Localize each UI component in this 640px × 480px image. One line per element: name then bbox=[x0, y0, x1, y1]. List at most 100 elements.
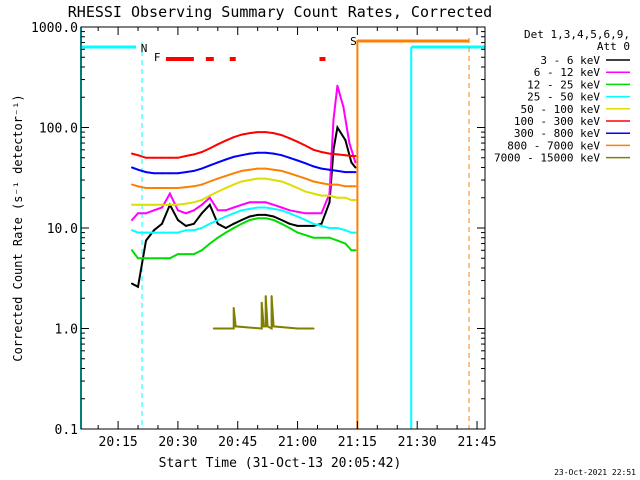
data-point bbox=[153, 231, 155, 234]
data-point bbox=[328, 168, 331, 171]
data-point bbox=[200, 167, 203, 170]
data-point bbox=[145, 231, 147, 234]
data-point bbox=[192, 169, 195, 172]
data-point bbox=[280, 219, 283, 221]
data-point bbox=[192, 201, 195, 204]
data-point bbox=[131, 166, 133, 169]
x-tick-label: 21:30 bbox=[398, 435, 437, 450]
data-point bbox=[208, 196, 211, 199]
data-point bbox=[288, 227, 291, 229]
data-point bbox=[336, 153, 339, 156]
data-point bbox=[161, 203, 163, 206]
data-point bbox=[312, 148, 315, 151]
data-point bbox=[232, 183, 235, 186]
data-point bbox=[224, 139, 227, 142]
data-point bbox=[256, 177, 259, 180]
data-point bbox=[280, 209, 283, 212]
series-line bbox=[213, 296, 314, 331]
data-point bbox=[168, 156, 171, 159]
data-point bbox=[161, 257, 163, 260]
attenuator-state-layer: NF S bbox=[80, 27, 485, 429]
series-line bbox=[131, 206, 356, 234]
data-point bbox=[280, 206, 283, 209]
data-point bbox=[248, 179, 251, 181]
data-point bbox=[344, 229, 347, 232]
data-point bbox=[336, 183, 339, 186]
legend-header: Att 0 bbox=[597, 40, 630, 53]
series-line bbox=[132, 177, 356, 206]
data-point bbox=[354, 166, 357, 169]
data-point bbox=[280, 154, 283, 157]
data-point bbox=[240, 169, 243, 172]
data-point bbox=[216, 209, 219, 212]
data-point bbox=[232, 327, 235, 330]
data-point bbox=[312, 224, 315, 227]
y-tick-label: 100.0 bbox=[39, 122, 78, 137]
data-point bbox=[296, 187, 299, 189]
data-point bbox=[270, 327, 273, 330]
data-point bbox=[145, 156, 147, 159]
data-point bbox=[354, 249, 357, 252]
data-point bbox=[350, 171, 353, 174]
data-point bbox=[296, 231, 299, 234]
data-point bbox=[176, 187, 179, 189]
legend-label: 6 - 12 keV bbox=[534, 66, 601, 79]
data-point bbox=[200, 183, 203, 186]
data-point bbox=[248, 201, 251, 204]
data-point bbox=[224, 174, 227, 177]
data-point bbox=[248, 168, 251, 171]
data-point bbox=[208, 180, 211, 183]
data-point bbox=[248, 152, 251, 155]
data-point bbox=[288, 209, 291, 212]
data-point bbox=[131, 282, 133, 285]
data-point bbox=[312, 165, 315, 168]
data-point bbox=[320, 236, 323, 239]
data-point bbox=[153, 257, 155, 260]
data-point bbox=[131, 183, 133, 186]
x-tick-label: 21:00 bbox=[278, 435, 317, 450]
data-point bbox=[328, 192, 331, 195]
data-point bbox=[184, 171, 187, 174]
data-point bbox=[320, 151, 323, 153]
data-point bbox=[288, 137, 291, 140]
data-point bbox=[145, 239, 147, 242]
y-axis-label: Corrected Count Rate (s⁻¹ detector⁻¹) bbox=[11, 94, 25, 361]
data-point bbox=[200, 203, 203, 206]
data-point bbox=[176, 219, 179, 221]
x-tick-label: 20:15 bbox=[99, 435, 138, 450]
state-label: S bbox=[350, 35, 357, 48]
y-tick-label: 0.1 bbox=[55, 423, 78, 438]
data-point bbox=[248, 215, 251, 218]
data-point bbox=[344, 154, 347, 157]
data-point bbox=[168, 257, 171, 260]
data-point bbox=[184, 224, 187, 227]
data-point bbox=[342, 106, 345, 108]
data-point bbox=[328, 227, 331, 229]
data-point bbox=[240, 180, 243, 183]
data-point bbox=[145, 257, 147, 260]
data-point bbox=[312, 180, 315, 183]
data-point bbox=[264, 213, 267, 216]
data-point bbox=[176, 253, 179, 256]
data-point bbox=[304, 144, 307, 147]
data-point bbox=[336, 196, 339, 199]
data-point bbox=[256, 206, 259, 209]
data-point bbox=[336, 239, 339, 242]
y-tick-label: 1.0 bbox=[55, 323, 78, 338]
data-point bbox=[296, 159, 299, 162]
data-point bbox=[232, 136, 235, 139]
data-point bbox=[168, 203, 171, 206]
data-point bbox=[280, 180, 283, 183]
data-point bbox=[176, 231, 179, 234]
legend-label: 7000 - 15000 keV bbox=[494, 152, 600, 165]
data-point bbox=[312, 236, 315, 239]
data-point bbox=[240, 133, 243, 136]
data-point bbox=[200, 249, 203, 252]
chart-title: RHESSI Observing Summary Count Rates, Co… bbox=[68, 3, 492, 21]
data-point bbox=[248, 219, 251, 221]
data-point bbox=[208, 164, 211, 167]
data-point bbox=[350, 231, 353, 234]
data-point bbox=[137, 257, 139, 260]
